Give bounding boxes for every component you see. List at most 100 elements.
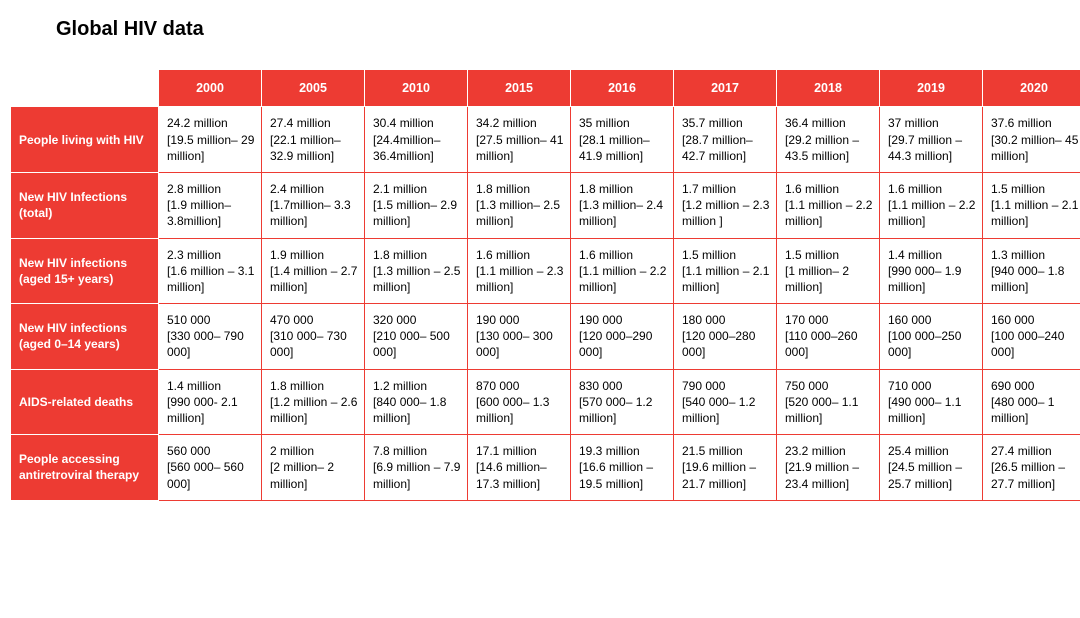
cell-main: 19.3 million bbox=[579, 443, 667, 459]
cell-range: [2 million– 2 million] bbox=[270, 459, 358, 491]
data-cell: 830 000[570 000– 1.2 million] bbox=[571, 369, 674, 435]
data-cell: 36.4 million[29.2 million – 43.5 million… bbox=[777, 107, 880, 173]
cell-range: [1.2 million – 2.3 million ] bbox=[682, 197, 770, 229]
data-cell: 1.8 million[1.3 million– 2.5 million] bbox=[468, 172, 571, 238]
cell-range: [330 000– 790 000] bbox=[167, 328, 255, 360]
table-body: People living with HIV24.2 million[19.5 … bbox=[11, 107, 1080, 500]
hiv-data-table: 2000 2005 2010 2015 2016 2017 2018 2019 … bbox=[10, 69, 1080, 501]
cell-range: [1.1 million – 2.1 million] bbox=[991, 197, 1079, 229]
cell-main: 1.5 million bbox=[785, 247, 873, 263]
data-cell: 2.8 million[1.9 million– 3.8million] bbox=[159, 172, 262, 238]
cell-range: [29.2 million – 43.5 million] bbox=[785, 132, 873, 164]
cell-main: 320 000 bbox=[373, 312, 461, 328]
cell-main: 690 000 bbox=[991, 378, 1079, 394]
data-cell: 21.5 million[19.6 million – 21.7 million… bbox=[674, 435, 777, 501]
data-cell: 24.2 million[19.5 million– 29 million] bbox=[159, 107, 262, 173]
table-row: New HIV infections (aged 15+ years)2.3 m… bbox=[11, 238, 1080, 304]
cell-range: [24.4million– 36.4million] bbox=[373, 132, 461, 164]
cell-main: 1.5 million bbox=[682, 247, 770, 263]
data-cell: 30.4 million[24.4million– 36.4million] bbox=[365, 107, 468, 173]
data-cell: 180 000[120 000–280 000] bbox=[674, 304, 777, 370]
data-cell: 27.4 million[26.5 million – 27.7 million… bbox=[983, 435, 1080, 501]
cell-main: 27.4 million bbox=[991, 443, 1079, 459]
table-row: New HIV infections (aged 0–14 years)510 … bbox=[11, 304, 1080, 370]
row-header: People accessing antiretroviral therapy bbox=[11, 435, 159, 501]
cell-main: 17.1 million bbox=[476, 443, 564, 459]
cell-main: 37 million bbox=[888, 115, 976, 131]
cell-main: 23.2 million bbox=[785, 443, 873, 459]
col-header: 2019 bbox=[880, 70, 983, 107]
data-cell: 1.6 million[1.1 million – 2.2 million] bbox=[880, 172, 983, 238]
cell-main: 1.2 million bbox=[373, 378, 461, 394]
data-cell: 1.2 million[840 000– 1.8 million] bbox=[365, 369, 468, 435]
cell-main: 1.6 million bbox=[476, 247, 564, 263]
cell-range: [28.1 million– 41.9 million] bbox=[579, 132, 667, 164]
data-cell: 27.4 million[22.1 million– 32.9 million] bbox=[262, 107, 365, 173]
data-cell: 35 million[28.1 million– 41.9 million] bbox=[571, 107, 674, 173]
cell-main: 470 000 bbox=[270, 312, 358, 328]
cell-main: 27.4 million bbox=[270, 115, 358, 131]
cell-range: [600 000– 1.3 million] bbox=[476, 394, 564, 426]
cell-main: 2.8 million bbox=[167, 181, 255, 197]
data-cell: 470 000[310 000– 730 000] bbox=[262, 304, 365, 370]
col-header: 2016 bbox=[571, 70, 674, 107]
cell-main: 1.4 million bbox=[167, 378, 255, 394]
table-row: People accessing antiretroviral therapy5… bbox=[11, 435, 1080, 501]
cell-range: [1 million– 2 million] bbox=[785, 263, 873, 295]
data-cell: 560 000[560 000– 560 000] bbox=[159, 435, 262, 501]
table-head: 2000 2005 2010 2015 2016 2017 2018 2019 … bbox=[11, 70, 1080, 107]
row-header: People living with HIV bbox=[11, 107, 159, 173]
data-cell: 690 000[480 000– 1 million] bbox=[983, 369, 1080, 435]
row-header: New HIV infections (aged 15+ years) bbox=[11, 238, 159, 304]
cell-range: [540 000– 1.2 million] bbox=[682, 394, 770, 426]
cell-range: [1.3 million – 2.5 million] bbox=[373, 263, 461, 295]
data-cell: 1.5 million[1.1 million – 2.1 million] bbox=[983, 172, 1080, 238]
col-header: 2017 bbox=[674, 70, 777, 107]
data-cell: 34.2 million[27.5 million– 41 million] bbox=[468, 107, 571, 173]
cell-main: 750 000 bbox=[785, 378, 873, 394]
cell-range: [1.1 million – 2.2 million] bbox=[785, 197, 873, 229]
data-cell: 2.1 million[1.5 million– 2.9 million] bbox=[365, 172, 468, 238]
cell-range: [1.1 million – 2.1 million] bbox=[682, 263, 770, 295]
cell-range: [1.4 million – 2.7 million] bbox=[270, 263, 358, 295]
data-cell: 1.6 million[1.1 million – 2.2 million] bbox=[777, 172, 880, 238]
col-header: 2005 bbox=[262, 70, 365, 107]
cell-range: [840 000– 1.8 million] bbox=[373, 394, 461, 426]
data-cell: 1.3 million[940 000– 1.8 million] bbox=[983, 238, 1080, 304]
cell-main: 1.7 million bbox=[682, 181, 770, 197]
cell-main: 2.4 million bbox=[270, 181, 358, 197]
cell-range: [1.1 million – 2.2 million] bbox=[888, 197, 976, 229]
data-cell: 870 000[600 000– 1.3 million] bbox=[468, 369, 571, 435]
cell-main: 180 000 bbox=[682, 312, 770, 328]
cell-main: 160 000 bbox=[888, 312, 976, 328]
cell-range: [30.2 million– 45 million] bbox=[991, 132, 1079, 164]
cell-range: [940 000– 1.8 million] bbox=[991, 263, 1079, 295]
cell-range: [480 000– 1 million] bbox=[991, 394, 1079, 426]
col-header: 2015 bbox=[468, 70, 571, 107]
cell-main: 1.5 million bbox=[991, 181, 1079, 197]
cell-main: 510 000 bbox=[167, 312, 255, 328]
cell-main: 21.5 million bbox=[682, 443, 770, 459]
data-cell: 1.6 million[1.1 million – 2.2 million] bbox=[571, 238, 674, 304]
cell-range: [1.9 million– 3.8million] bbox=[167, 197, 255, 229]
cell-range: [520 000– 1.1 million] bbox=[785, 394, 873, 426]
cell-range: [310 000– 730 000] bbox=[270, 328, 358, 360]
cell-range: [21.9 million – 23.4 million] bbox=[785, 459, 873, 491]
cell-main: 37.6 million bbox=[991, 115, 1079, 131]
cell-range: [1.1 million – 2.3 million] bbox=[476, 263, 564, 295]
cell-main: 35.7 million bbox=[682, 115, 770, 131]
cell-main: 34.2 million bbox=[476, 115, 564, 131]
data-cell: 2.4 million[1.7million– 3.3 million] bbox=[262, 172, 365, 238]
cell-range: [560 000– 560 000] bbox=[167, 459, 255, 491]
data-cell: 1.7 million[1.2 million – 2.3 million ] bbox=[674, 172, 777, 238]
data-cell: 37.6 million[30.2 million– 45 million] bbox=[983, 107, 1080, 173]
cell-main: 1.4 million bbox=[888, 247, 976, 263]
cell-range: [1.7million– 3.3 million] bbox=[270, 197, 358, 229]
data-cell: 160 000[100 000–240 000] bbox=[983, 304, 1080, 370]
cell-range: [19.6 million – 21.7 million] bbox=[682, 459, 770, 491]
cell-range: [14.6 million– 17.3 million] bbox=[476, 459, 564, 491]
corner-cell bbox=[11, 70, 159, 107]
cell-main: 830 000 bbox=[579, 378, 667, 394]
data-cell: 7.8 million[6.9 million – 7.9 million] bbox=[365, 435, 468, 501]
cell-main: 1.8 million bbox=[373, 247, 461, 263]
